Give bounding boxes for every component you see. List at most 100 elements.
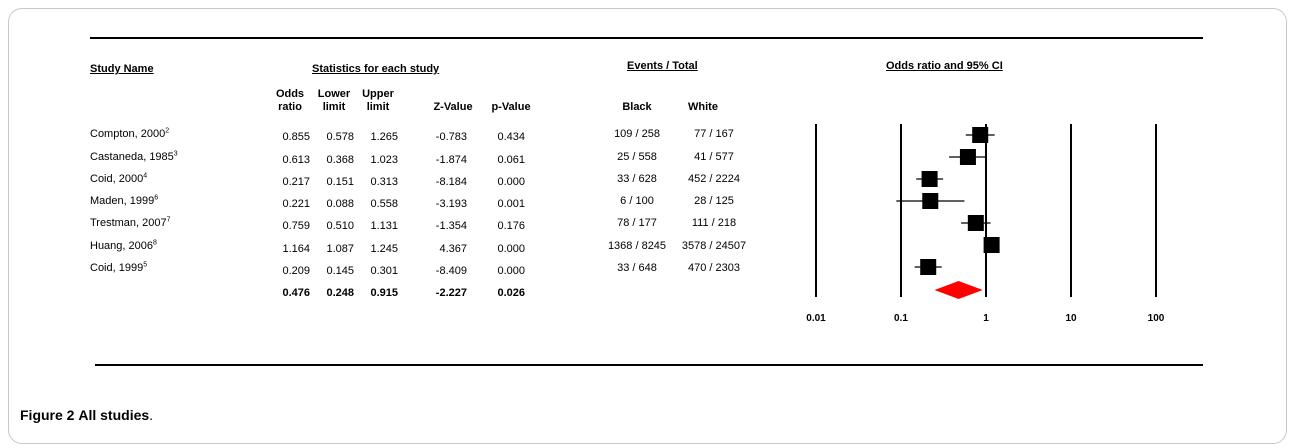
top-rule	[90, 37, 1203, 39]
odds-ratio-value: 0.217	[282, 176, 310, 188]
header-study-name: Study Name	[90, 63, 154, 75]
figure-frame	[8, 8, 1287, 444]
odds-ratio-value: 0.221	[282, 198, 310, 210]
lower-limit-value: 0.088	[326, 198, 354, 210]
study-name-text: Trestman, 2007	[90, 217, 167, 229]
col-upper-limit: Upper limit	[358, 88, 398, 114]
axis-tick-label: 1	[983, 313, 989, 324]
header-events: Events / Total	[627, 60, 698, 72]
white-events: 28 / 125	[694, 195, 734, 207]
odds-ratio-value: 0.855	[282, 131, 310, 143]
study-name-text: Castaneda, 1985	[90, 151, 174, 163]
pooled-p-value: 0.026	[497, 287, 525, 299]
odds-ratio-marker	[972, 127, 989, 143]
z-value: -8.409	[435, 265, 467, 277]
odds-ratio-marker	[959, 149, 976, 165]
caption-label: Figure 2	[20, 407, 75, 423]
black-events: 33 / 648	[617, 262, 657, 274]
study-name-text: Compton, 2000	[90, 128, 166, 140]
header-forest: Odds ratio and 95% CI	[886, 60, 1003, 72]
axis-tick-label: 100	[1147, 313, 1165, 324]
upper-limit-value: 0.313	[370, 176, 398, 188]
odds-ratio-value: 0.613	[282, 154, 310, 166]
col-odds-ratio-line2: ratio	[278, 101, 302, 113]
white-events: 41 / 577	[694, 151, 734, 163]
odds-ratio-marker	[922, 193, 939, 209]
col-odds-ratio: Odds ratio	[270, 88, 310, 114]
white-events: 77 / 167	[694, 128, 734, 140]
axis-tick-label: 0.01	[806, 313, 826, 324]
col-upper-limit-line1: Upper	[362, 88, 394, 100]
black-events: 33 / 628	[617, 173, 657, 185]
study-name: Coid, 20004	[90, 172, 148, 186]
study-reference: 6	[154, 194, 159, 202]
col-lower-limit-line1: Lower	[317, 88, 351, 100]
col-lower-limit-line2: limit	[322, 101, 346, 113]
study-name-text: Coid, 1999	[90, 262, 144, 274]
z-value: -0.783	[435, 131, 467, 143]
z-value: 4.367	[439, 243, 467, 255]
z-value: -8.184	[435, 176, 467, 188]
black-events: 1368 / 8245	[607, 240, 667, 252]
p-value: 0.434	[497, 131, 525, 143]
upper-limit-value: 1.245	[370, 243, 398, 255]
odds-ratio-marker	[921, 171, 938, 187]
pooled-diamond	[934, 281, 983, 299]
study-reference: 7	[166, 216, 171, 224]
col-black: Black	[622, 101, 652, 113]
lower-limit-value: 0.578	[326, 131, 354, 143]
pooled-lower-limit: 0.248	[326, 287, 354, 299]
upper-limit-value: 1.265	[370, 131, 398, 143]
white-events: 452 / 2224	[688, 173, 740, 185]
pooled-odds-ratio: 0.476	[282, 287, 310, 299]
col-lower-limit: Lower limit	[314, 88, 354, 114]
white-events: 470 / 2303	[688, 262, 740, 274]
upper-limit-value: 0.558	[370, 198, 398, 210]
odds-ratio-marker	[967, 215, 984, 231]
study-name-text: Coid, 2000	[90, 173, 144, 185]
odds-ratio-marker	[920, 259, 937, 275]
upper-limit-value: 1.023	[370, 154, 398, 166]
axis-tick-label: 0.1	[894, 313, 908, 324]
upper-limit-value: 1.131	[370, 220, 398, 232]
header-statistics: Statistics for each study	[312, 63, 440, 75]
figure-caption: Figure 2 All studies.	[20, 407, 153, 424]
study-reference: 4	[143, 172, 148, 180]
study-name: Compton, 20002	[90, 127, 170, 141]
study-name-text: Huang, 2006	[90, 240, 153, 252]
z-value: -1.874	[435, 154, 467, 166]
odds-ratio-value: 1.164	[282, 243, 310, 255]
p-value: 0.000	[497, 176, 525, 188]
odds-ratio-marker	[983, 237, 1000, 253]
lower-limit-value: 1.087	[326, 243, 354, 255]
study-name: Maden, 19996	[90, 194, 159, 208]
pooled-z-value: -2.227	[435, 287, 467, 299]
col-p-value: p-Value	[491, 101, 531, 113]
p-value: 0.000	[497, 243, 525, 255]
study-reference: 2	[165, 127, 170, 135]
black-events: 25 / 558	[617, 151, 657, 163]
study-reference: 8	[153, 239, 157, 247]
study-reference: 3	[173, 150, 178, 158]
upper-limit-value: 0.301	[370, 265, 398, 277]
col-white: White	[688, 101, 718, 113]
white-events: 111 / 218	[691, 217, 737, 229]
caption-title: All studies	[78, 407, 150, 423]
odds-ratio-value: 0.759	[282, 220, 310, 232]
lower-limit-value: 0.151	[326, 176, 354, 188]
study-name: Huang, 20068	[90, 239, 157, 253]
col-upper-limit-line2: limit	[366, 101, 390, 113]
study-name: Coid, 19995	[90, 261, 147, 275]
lower-limit-value: 0.145	[326, 265, 354, 277]
p-value: 0.000	[497, 265, 525, 277]
col-z-value: Z-Value	[433, 101, 473, 113]
z-value: -1.354	[435, 220, 467, 232]
pooled-upper-limit: 0.915	[370, 287, 398, 299]
p-value: 0.001	[497, 198, 525, 210]
p-value: 0.061	[497, 154, 525, 166]
axis-tick-label: 10	[1065, 313, 1077, 324]
caption-end: .	[149, 407, 154, 423]
p-value: 0.176	[497, 220, 525, 232]
black-events: 6 / 100	[620, 195, 654, 207]
